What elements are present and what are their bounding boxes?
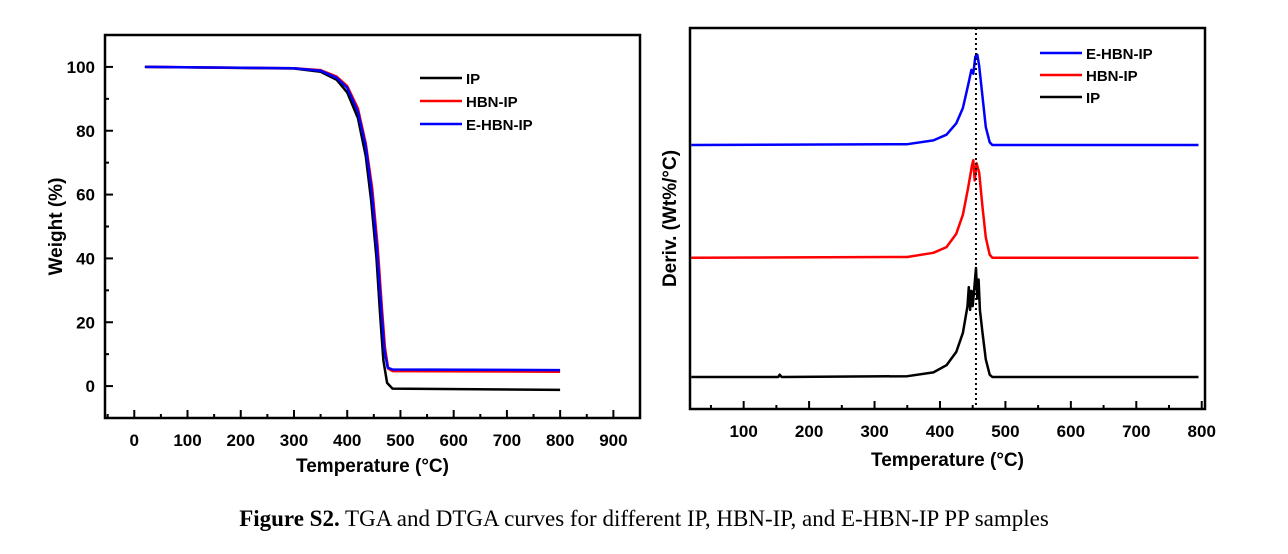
y-tick-label: 60 <box>76 186 95 205</box>
x-tick-label: 400 <box>926 422 954 441</box>
legend-label: HBN-IP <box>466 94 518 111</box>
x-tick-label: 500 <box>386 431 414 450</box>
legend-label: E-HBN-IP <box>1086 46 1153 63</box>
series-line-hbn-ip <box>691 158 1199 259</box>
x-tick-label: 300 <box>280 431 308 450</box>
series-line-ip <box>144 65 561 392</box>
legend-label: IP <box>1086 90 1100 107</box>
caption-text: TGA and DTGA curves for different IP, HB… <box>339 506 1049 531</box>
chart-1: 0 100 200 300 400 500 600 700 800 900 0 20 40 60 80 100… <box>46 33 642 477</box>
series-line-e-hbn-ip <box>691 53 1199 147</box>
x-tick-label: 100 <box>173 431 201 450</box>
y-tick-label: 100 <box>67 58 95 77</box>
series-line-hbn-ip <box>144 65 561 373</box>
x-tick-label: 100 <box>729 422 757 441</box>
x-tick-label: 700 <box>493 431 521 450</box>
x-tick-label: 500 <box>991 422 1019 441</box>
x-tick-label: 0 <box>130 431 139 450</box>
x-tick-label: 300 <box>860 422 888 441</box>
plot-frame <box>688 26 1207 411</box>
x-tick-label: 800 <box>546 431 574 450</box>
x-tick-label: 800 <box>1188 422 1216 441</box>
x-tick-label: 600 <box>1057 422 1085 441</box>
y-tick-label: 80 <box>76 122 95 141</box>
legend: IP HBN-IP E-HBN-IP <box>420 71 533 134</box>
series-line-e-hbn-ip <box>144 65 561 372</box>
x-tick-label: 200 <box>227 431 255 450</box>
legend-label: IP <box>466 71 480 88</box>
legend: E-HBN-IP HBN-IP IP <box>1040 46 1153 107</box>
x-tick-label: 600 <box>439 431 467 450</box>
chart-2: 100 200 300 400 500 600 700 800 Temperature (°C)… <box>660 26 1216 471</box>
x-tick-label: 900 <box>599 431 627 450</box>
caption-label: Figure S2. <box>239 506 340 531</box>
x-axis-label: Temperature (°C) <box>871 450 1024 471</box>
y-axis-label: Deriv. (Wt%/°C) <box>660 150 681 287</box>
x-tick-label: 700 <box>1122 422 1150 441</box>
y-tick-label: 40 <box>76 249 95 268</box>
y-tick-label: 0 <box>86 377 95 396</box>
legend-label: HBN-IP <box>1086 68 1138 85</box>
legend-label: E-HBN-IP <box>466 117 533 134</box>
figure-caption: Figure S2. TGA and DTGA curves for diffe… <box>0 506 1288 532</box>
y-axis-label: Weight (%) <box>46 178 67 276</box>
x-axis-label: Temperature (°C) <box>296 456 449 477</box>
y-tick-label: 20 <box>76 313 95 332</box>
x-tick-label: 400 <box>333 431 361 450</box>
x-tick-label: 200 <box>795 422 823 441</box>
series-line-ip <box>691 266 1199 379</box>
